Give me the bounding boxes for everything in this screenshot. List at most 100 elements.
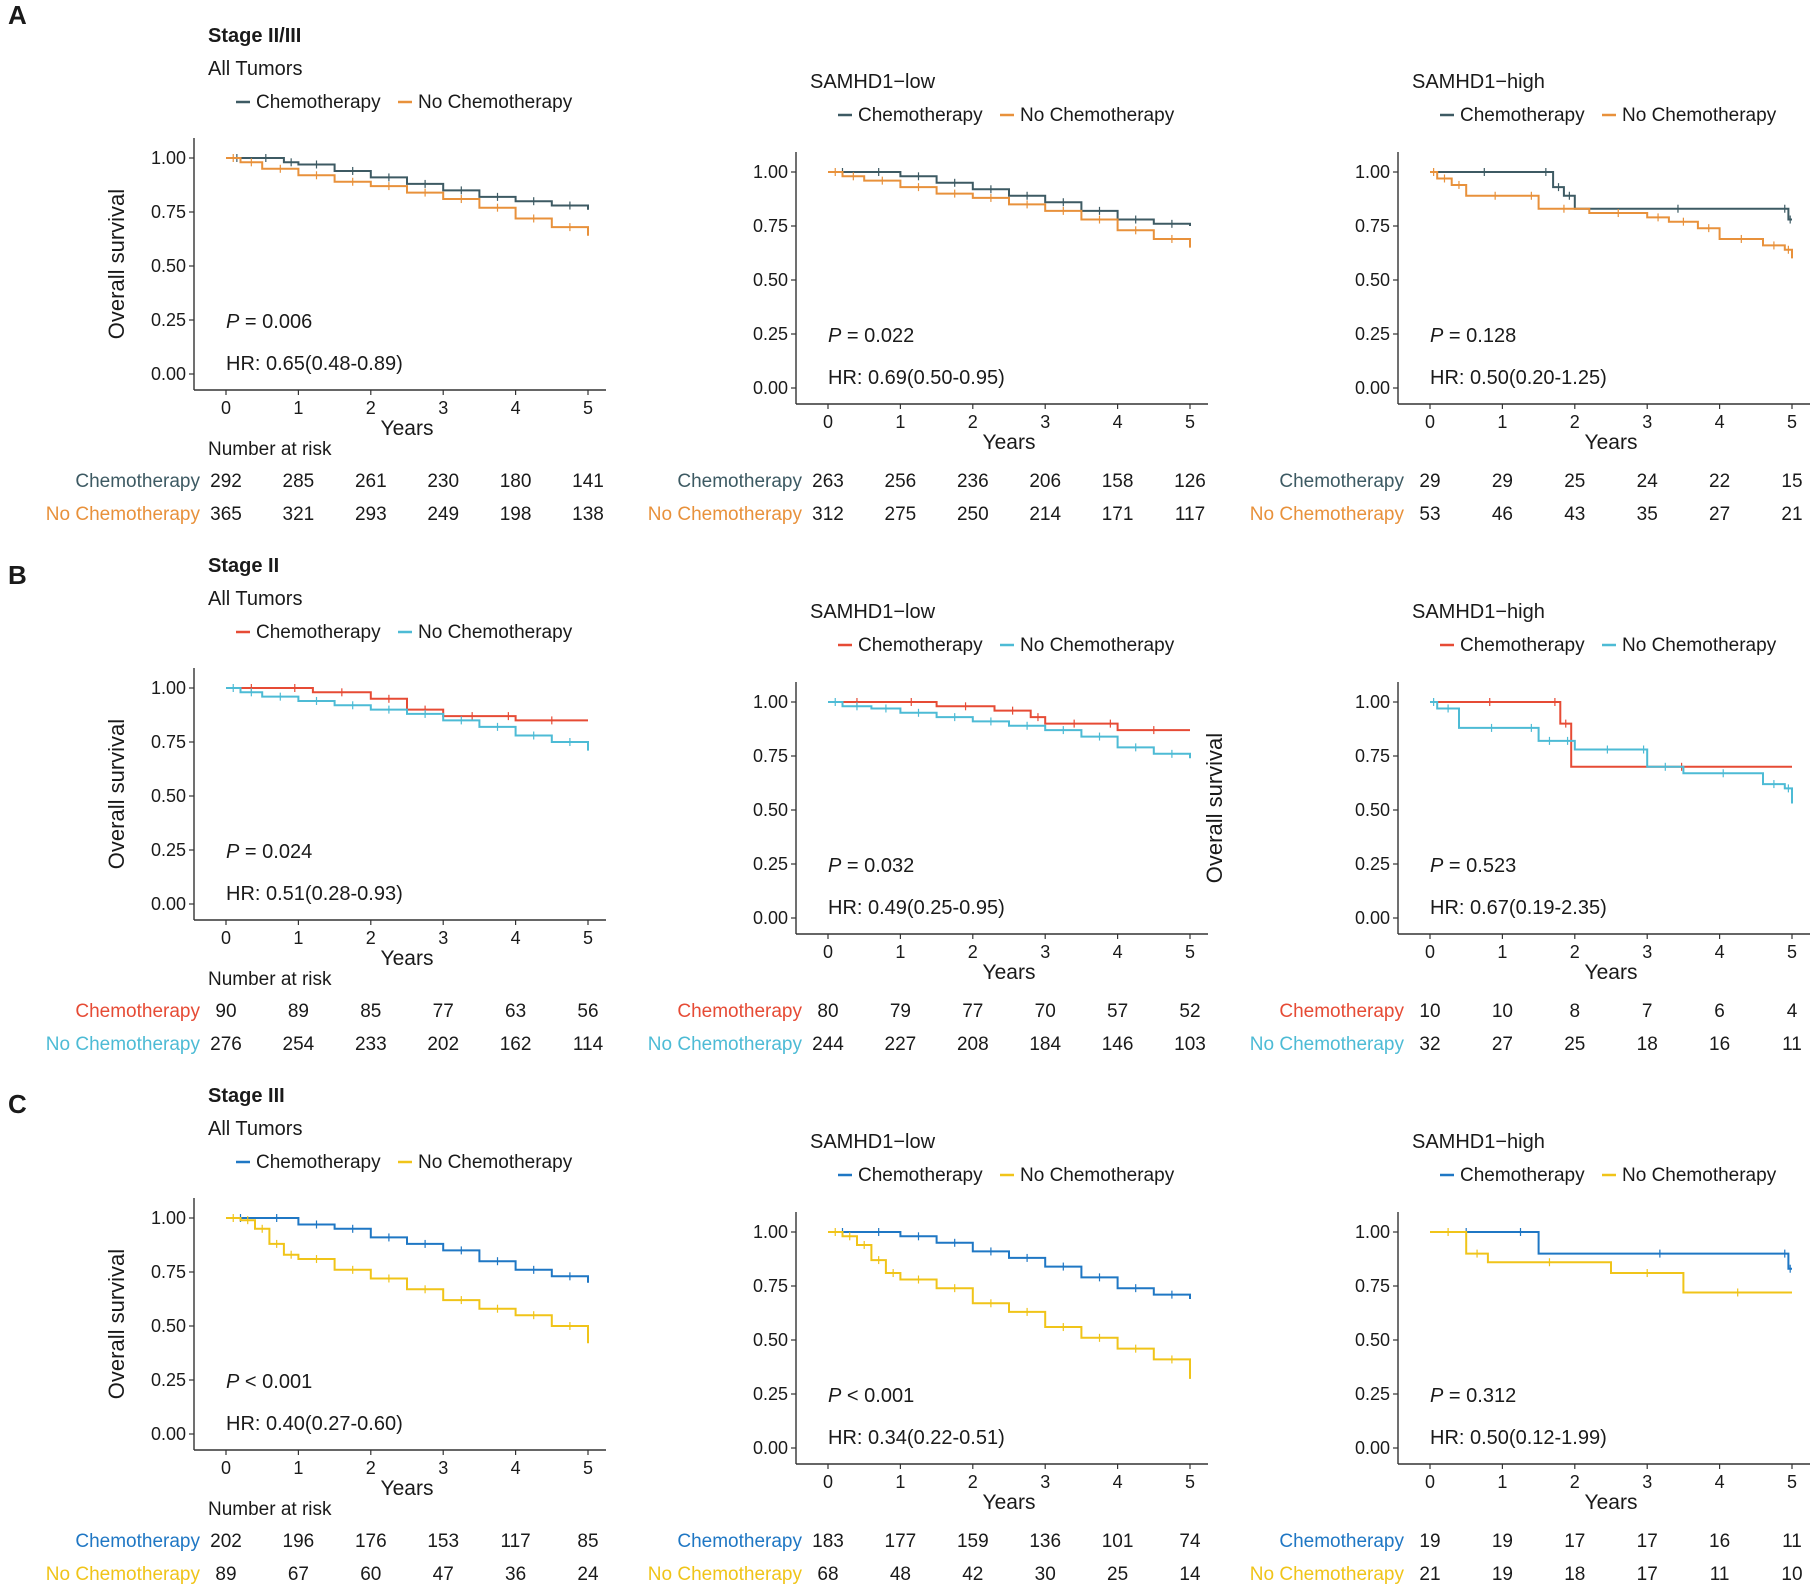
chart-7-x-tick-label: 3 — [438, 1458, 448, 1478]
chart-8-legend-nochemo: No Chemotherapy — [1020, 1165, 1175, 1186]
chart-4-y-tick-label: 0.00 — [151, 894, 186, 914]
chart-8-y-tick-label: 0.50 — [753, 1330, 788, 1350]
chart-1-y-tick-label: 0.50 — [151, 256, 186, 276]
panel-letter-a: A — [8, 0, 27, 30]
chart-7-subtitle: All Tumors — [208, 1118, 302, 1140]
chart-6-p-value: P = 0.523 — [1430, 855, 1516, 877]
chart-3-x-tick-label: 4 — [1715, 412, 1725, 432]
chart-5-risk-count: 57 — [1107, 1001, 1128, 1022]
chart-8-risk-count: 183 — [812, 1531, 844, 1552]
chart-4-risk-count: 63 — [505, 1001, 526, 1022]
chart-9-legend-chemo: Chemotherapy — [1460, 1165, 1585, 1186]
chart-1-legend-nochemo: No Chemotherapy — [418, 92, 573, 113]
chart-7-x-tick-label: 1 — [293, 1458, 303, 1478]
chart-5-x-tick-label: 3 — [1040, 942, 1050, 962]
chart-2-x-tick-label: 4 — [1113, 412, 1123, 432]
chart-9-risk-count: 11 — [1710, 1564, 1730, 1585]
chart-4-risk-count: 254 — [283, 1034, 315, 1055]
chart-2-y-tick-label: 0.75 — [753, 216, 788, 236]
chart-6-y-tick-label: 0.25 — [1355, 854, 1390, 874]
chart-8-risk-count: 68 — [817, 1564, 838, 1585]
chart-8-x-tick-label: 2 — [968, 1472, 978, 1492]
chart-8-risk-count: 48 — [890, 1564, 911, 1585]
chart-9-y-tick-label: 0.25 — [1355, 1384, 1390, 1404]
chart-9-y-tick-label: 1.00 — [1355, 1222, 1390, 1242]
chart-8-x-tick-label: 1 — [895, 1472, 905, 1492]
chart-4-y-tick-label: 0.25 — [151, 840, 186, 860]
chart-2-p-value: P = 0.022 — [828, 325, 914, 347]
chart-1-risk-title: Number at risk — [208, 439, 332, 460]
chart-5-risk-count: 70 — [1035, 1001, 1056, 1022]
panel-letter-c: C — [8, 1089, 27, 1119]
chart-7-y-tick-label: 0.00 — [151, 1424, 186, 1444]
chart-5-x-axis-label: Years — [983, 961, 1036, 984]
chart-2-x-tick-label: 1 — [895, 412, 905, 432]
chart-6-y-axis-label: Overall survival — [1202, 733, 1227, 883]
chart-4-risk-count: 89 — [288, 1001, 309, 1022]
chart-7-hazard-ratio: HR: 0.40(0.27-0.60) — [226, 1413, 403, 1435]
chart-1-subtitle: All Tumors — [208, 58, 302, 80]
chart-1-risk-count: 285 — [283, 471, 315, 492]
chart-9-y-tick-label: 0.50 — [1355, 1330, 1390, 1350]
chart-6-x-tick-label: 2 — [1570, 942, 1580, 962]
chart-2-y-tick-label: 0.00 — [753, 378, 788, 398]
chart-3-x-tick-label: 1 — [1497, 412, 1507, 432]
chart-6-series-nochemo-line — [1430, 701, 1793, 804]
chart-4-risk-count: 162 — [500, 1034, 532, 1055]
chart-3-risk-count: 21 — [1781, 504, 1802, 525]
chart-2-risk-count: 256 — [885, 471, 917, 492]
chart-4-risk-count: 233 — [355, 1034, 387, 1055]
chart-2-risk-count: 158 — [1102, 471, 1134, 492]
chart-2-risk-count: 171 — [1102, 504, 1134, 525]
chart-4-p-number: = 0.024 — [239, 841, 312, 863]
chart-9-x-tick-label: 3 — [1642, 1472, 1652, 1492]
chart-3-subtitle: SAMHD1−high — [1412, 71, 1545, 93]
chart-8-risk-count: 74 — [1179, 1531, 1201, 1552]
chart-6-hazard-ratio: HR: 0.67(0.19-2.35) — [1430, 897, 1607, 919]
chart-6-risk-count: 7 — [1642, 1001, 1653, 1022]
chart-6-legend-chemo: Chemotherapy — [1460, 635, 1585, 656]
chart-3-risk-count: 24 — [1637, 471, 1659, 492]
chart-7-x-tick-label: 0 — [221, 1458, 231, 1478]
chart-3-x-tick-label: 5 — [1787, 412, 1797, 432]
chart-6-y-tick-label: 0.50 — [1355, 800, 1390, 820]
chart-1-x-tick-label: 2 — [366, 398, 376, 418]
chart-1-series-nochemo-line — [226, 157, 589, 236]
chart-9-risk-count: 17 — [1637, 1564, 1658, 1585]
chart-7-risk-title: Number at risk — [208, 1499, 332, 1520]
chart-6-risk-count: 10 — [1419, 1001, 1440, 1022]
chart-1-x-axis-label: Years — [381, 417, 434, 440]
chart-8-risk-count: 42 — [962, 1564, 983, 1585]
chart-5-y-tick-label: 1.00 — [753, 692, 788, 712]
chart-7-stage-title: Stage III — [208, 1085, 285, 1107]
chart-9-y-tick-label: 0.75 — [1355, 1276, 1390, 1296]
chart-2-p-number: = 0.022 — [841, 325, 914, 347]
chart-5-risk-count: 77 — [962, 1001, 983, 1022]
chart-8-p-number: < 0.001 — [841, 1385, 914, 1407]
chart-3-hazard-ratio: HR: 0.50(0.20-1.25) — [1430, 367, 1607, 389]
chart-2-y-tick-label: 0.25 — [753, 324, 788, 344]
chart-8-legend-chemo: Chemotherapy — [858, 1165, 983, 1186]
chart-5-risk-count: 146 — [1102, 1034, 1134, 1055]
chart-8-x-tick-label: 5 — [1185, 1472, 1195, 1492]
chart-5-legend-nochemo: No Chemotherapy — [1020, 635, 1175, 656]
chart-9-risk-count: 17 — [1564, 1531, 1585, 1552]
chart-7-x-tick-label: 5 — [583, 1458, 593, 1478]
chart-2-risk-count: 126 — [1174, 471, 1206, 492]
chart-5-legend-chemo: Chemotherapy — [858, 635, 983, 656]
chart-5-x-tick-label: 4 — [1113, 942, 1123, 962]
chart-4-risk-count: 202 — [427, 1034, 459, 1055]
chart-6-x-tick-label: 3 — [1642, 942, 1652, 962]
chart-7-y-tick-label: 0.50 — [151, 1316, 186, 1336]
chart-2-risk-count: 206 — [1029, 471, 1061, 492]
chart-5-risk-count: 52 — [1179, 1001, 1200, 1022]
chart-7-risk-count: 89 — [215, 1564, 236, 1585]
chart-6-x-axis-label: Years — [1585, 961, 1638, 984]
chart-6-risk-count: 25 — [1564, 1034, 1585, 1055]
chart-4-risk-label-chemo: Chemotherapy — [75, 1001, 200, 1022]
chart-8-risk-label-chemo: Chemotherapy — [677, 1531, 802, 1552]
chart-4-risk-count: 90 — [215, 1001, 236, 1022]
chart-3-p-number: = 0.128 — [1443, 325, 1516, 347]
chart-2-legend-nochemo: No Chemotherapy — [1020, 105, 1175, 126]
